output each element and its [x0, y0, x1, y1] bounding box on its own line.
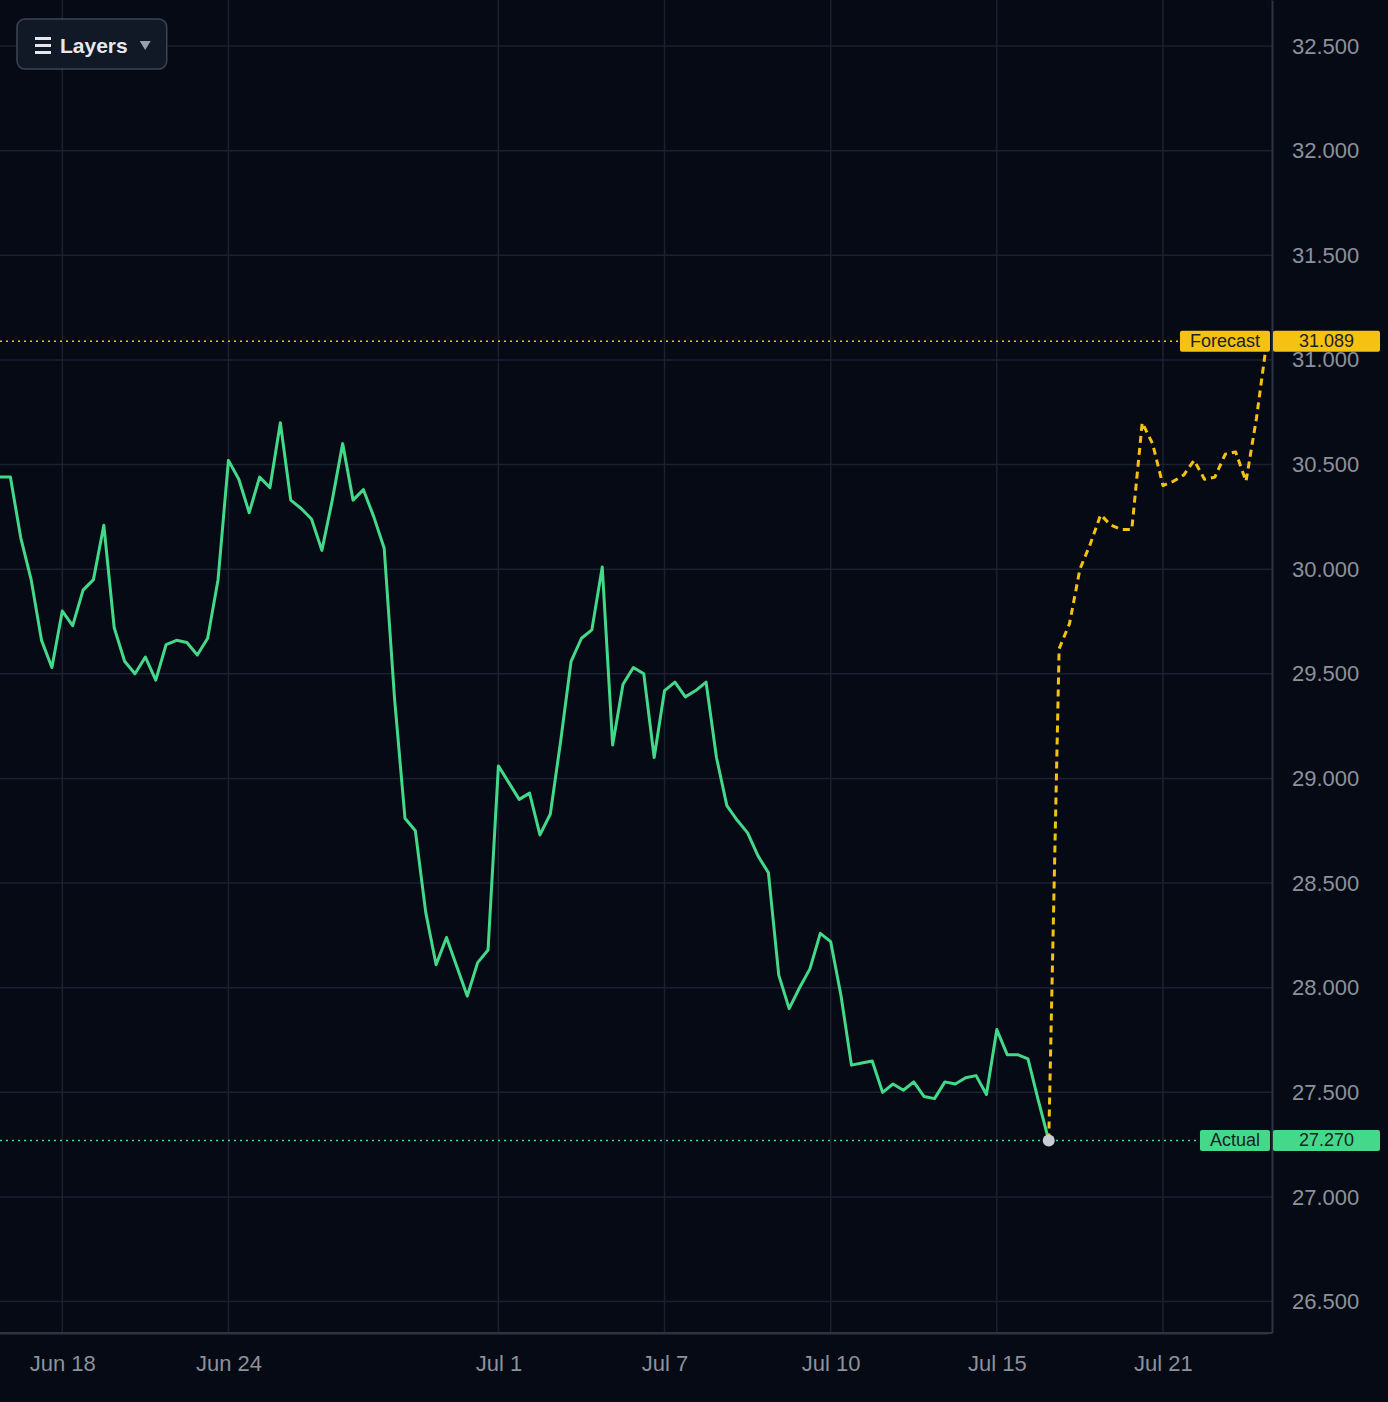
y-tick: 26.500: [1272, 1289, 1359, 1314]
y-tick-label: 29.000: [1292, 766, 1359, 791]
layers-button-bg[interactable]: [17, 19, 167, 69]
layers-button-label[interactable]: Layers: [60, 34, 128, 57]
grid-line-y: [0, 673, 1272, 675]
grid-line-y: [0, 150, 1272, 152]
grid-line-x: [1162, 0, 1164, 1333]
series-line: [0, 423, 1049, 1141]
series-name-box: [1200, 1130, 1270, 1151]
chart-svg: Jun 18 Jun 24 Jul 1 Jul 7 Jul 10 Jul 15 Jul 21…: [0, 0, 1388, 1402]
dropdown-caret[interactable]: [140, 41, 151, 50]
grid-line-x: [498, 0, 500, 1333]
grid-line-x: [664, 0, 666, 1333]
end-value-label: 31.089: [1299, 331, 1354, 351]
plot-frame: [0, 1332, 1272, 1334]
y-tick-label: 27.000: [1292, 1185, 1359, 1210]
end-label: 31.089 Forecast: [1180, 331, 1380, 352]
series-name-label: Actual: [1210, 1130, 1260, 1150]
y-tick-label: 26.500: [1292, 1289, 1359, 1314]
menu-icon-bar[interactable]: [35, 44, 51, 47]
y-tick-label: 31.500: [1292, 243, 1359, 268]
y-tick-label: 32.500: [1292, 34, 1359, 59]
end-value-line: [0, 1140, 1272, 1142]
plot-data: [0, 341, 1272, 1146]
background: [0, 0, 1388, 1402]
grid-line-x: [62, 0, 64, 1333]
y-tick: 30.500: [1272, 452, 1359, 477]
grid-line-y: [0, 1196, 1272, 1198]
x-tick: Jun 18: [30, 1333, 96, 1376]
end-value-box: [1273, 331, 1380, 352]
end-labels: 27.270 Actual 31.089 Forecast: [1180, 331, 1380, 1151]
grid-line-y: [0, 778, 1272, 780]
y-tick: 28.500: [1272, 871, 1359, 896]
end-value-box: [1273, 1130, 1380, 1151]
grid-line-y: [0, 568, 1272, 570]
x-tick-label: Jun 18: [30, 1351, 96, 1376]
x-tick: Jul 15: [968, 1333, 1027, 1376]
grid-line-x: [830, 0, 832, 1333]
y-tick: 27.000: [1272, 1185, 1359, 1210]
x-tick-label: Jul 7: [642, 1351, 688, 1376]
end-point: [1043, 1134, 1055, 1146]
x-tick-label: Jul 1: [476, 1351, 522, 1376]
end-value-line: [0, 341, 1272, 343]
y-tick-label: 29.500: [1292, 661, 1359, 686]
menu-icon-bar[interactable]: [35, 37, 51, 40]
grid-line-y: [0, 464, 1272, 466]
y-tick: 27.500: [1272, 1080, 1359, 1105]
y-tick: 32.000: [1272, 138, 1359, 163]
y-tick: 31.500: [1272, 243, 1359, 268]
y-tick: 29.500: [1272, 661, 1359, 686]
menu-icon-bar[interactable]: [35, 51, 51, 54]
x-tick-label: Jul 10: [802, 1351, 861, 1376]
x-tick-label: Jul 15: [968, 1351, 1027, 1376]
grid-line-y: [0, 987, 1272, 989]
y-tick-label: 28.000: [1292, 975, 1359, 1000]
series-line: [1049, 341, 1267, 1140]
y-tick: 30.000: [1272, 557, 1359, 582]
y-tick-label: 32.000: [1292, 138, 1359, 163]
y-tick: 32.500: [1272, 34, 1359, 59]
end-label: 27.270 Actual: [1200, 1130, 1380, 1151]
y-tick-label: 28.500: [1292, 871, 1359, 896]
grid: [0, 0, 1272, 1333]
x-tick: Jul 21: [1134, 1333, 1193, 1376]
x-tick: Jul 10: [802, 1333, 861, 1376]
grid-line-y: [0, 359, 1272, 361]
grid-line-y: [0, 1301, 1272, 1303]
y-tick: 29.000: [1272, 766, 1359, 791]
grid-line-y: [0, 45, 1272, 47]
x-tick-label: Jul 21: [1134, 1351, 1193, 1376]
x-tick: Jun 24: [196, 1333, 262, 1376]
layers-button[interactable]: Layers: [17, 19, 167, 69]
x-tick: Jul 1: [476, 1333, 522, 1376]
grid-line-y: [0, 255, 1272, 257]
grid-line-x: [228, 0, 230, 1333]
chart-container: Jun 18 Jun 24 Jul 1 Jul 7 Jul 10 Jul 15 Jul 21…: [0, 0, 1388, 1402]
y-tick-label: 27.500: [1292, 1080, 1359, 1105]
x-tick-label: Jun 24: [196, 1351, 262, 1376]
y-tick-label: 30.000: [1292, 557, 1359, 582]
y-tick: 28.000: [1272, 975, 1359, 1000]
series-name-box: [1180, 331, 1270, 352]
grid-line-x: [996, 0, 998, 1333]
series-name-label: Forecast: [1190, 331, 1260, 351]
grid-line-y: [0, 1092, 1272, 1094]
grid-line-y: [0, 882, 1272, 884]
x-axis: Jun 18 Jun 24 Jul 1 Jul 7 Jul 10 Jul 15 Jul 21: [1, 1333, 1268, 1376]
y-tick-label: 30.500: [1292, 452, 1359, 477]
x-tick: Jul 7: [642, 1333, 688, 1376]
end-value-label: 27.270: [1299, 1130, 1354, 1150]
